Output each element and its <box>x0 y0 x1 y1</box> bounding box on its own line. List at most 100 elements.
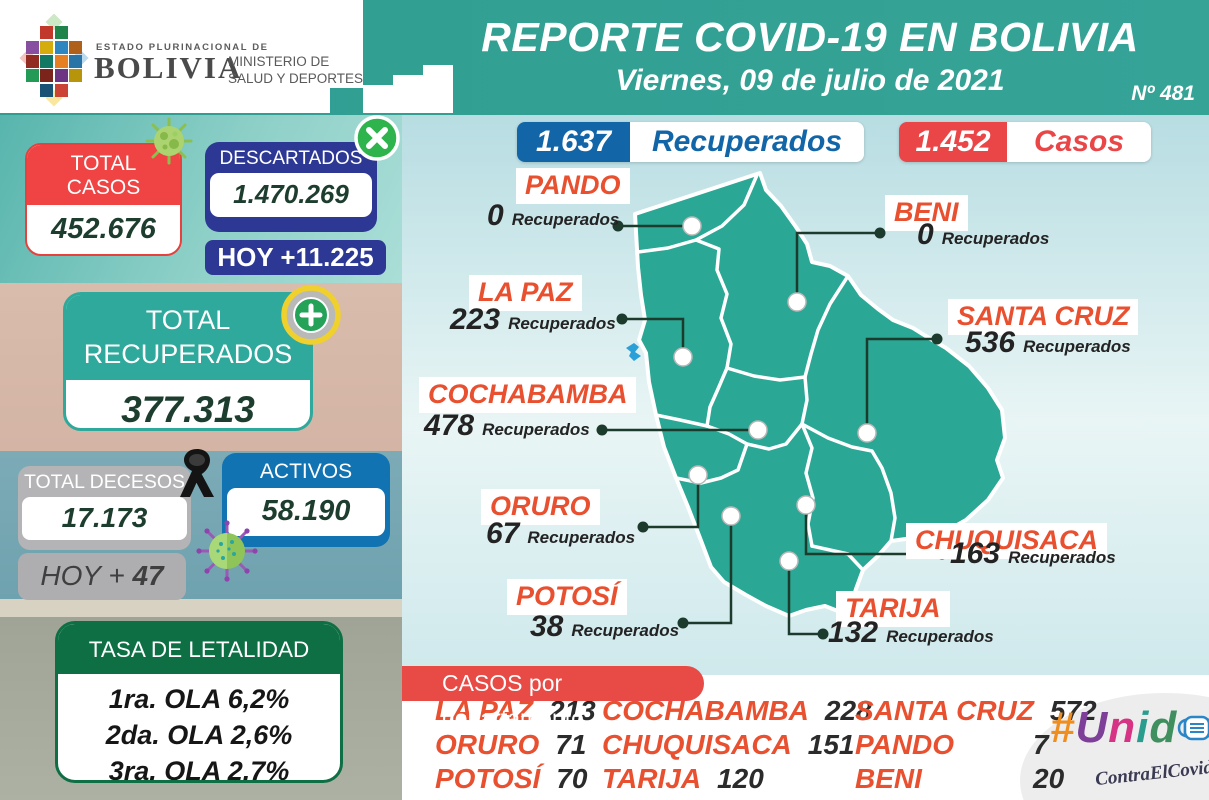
dept-label-beni: BENI <box>885 195 968 231</box>
header-white-step <box>330 0 363 88</box>
dept-number: 132 <box>828 616 879 649</box>
case-dept-value: 120 <box>717 763 764 794</box>
case-row: ORURO 71 <box>435 729 596 763</box>
case-row: PANDO 7 <box>855 729 1097 763</box>
map-area: 1.637 Recuperados 1.452 Casos <box>402 115 1209 675</box>
cases-badge-value: 1.452 <box>899 122 1007 162</box>
case-dept-value: 228 <box>824 695 872 726</box>
descartados-card: DESCARTADOS 1.470.269 <box>205 142 377 232</box>
letalidad-row-3: 3ra. OLA 2,7% <box>108 755 290 783</box>
dept-unit: Recuperados <box>527 528 636 547</box>
dept-unit: Recuperados <box>1023 337 1131 356</box>
bolivia-coat-logo-icon <box>19 14 89 107</box>
dept-unit: Recuperados <box>571 621 680 640</box>
activos-value: 58.190 <box>261 495 351 527</box>
dept-label-chuquisaca: CHUQUISACA <box>906 523 1108 559</box>
dept-unit: Recuperados <box>508 314 616 333</box>
letalidad-row-2: 2da. OLA 2,6% <box>105 719 293 750</box>
dept-number: 67 <box>486 517 520 550</box>
descartados-label: DESCARTADOS <box>219 148 363 169</box>
dept-value-pando: 0 Recuperados <box>487 199 619 233</box>
case-dept-name: POTOSÍ <box>435 763 541 794</box>
callout-dots <box>596 220 948 640</box>
logo-letter: d <box>1149 703 1178 752</box>
letalidad-label: TASA DE LETALIDAD <box>58 624 340 674</box>
dept-label-potosi: POTOSÍ <box>507 579 627 615</box>
plus-circle-icon <box>281 285 341 345</box>
left-band-beige <box>0 599 402 617</box>
dept-unit: Recuperados <box>1008 548 1116 567</box>
total-decesos-card: TOTAL DECESOS 17.173 <box>18 466 191 550</box>
department-markers <box>673 216 877 571</box>
cases-badge-label: Casos <box>1007 122 1151 162</box>
case-dept-name: PANDO <box>855 729 955 760</box>
dept-number: 0 <box>917 218 934 251</box>
descartados-value: 1.470.269 <box>233 179 349 209</box>
dept-value-santa-cruz: 536 Recuperados <box>965 326 1131 360</box>
dept-label-tarija: TARIJA <box>836 591 950 627</box>
recovered-badge-label: Recuperados <box>630 122 864 162</box>
report-date: Viernes, 09 de julio de 2021 <box>615 64 1005 97</box>
case-dept-name: ORURO <box>435 729 540 760</box>
mourning-ribbon-icon <box>180 449 214 497</box>
dept-unit: Recuperados <box>511 210 620 229</box>
header-white-step <box>393 75 423 113</box>
case-dept-value: 71 <box>555 729 587 760</box>
dept-number: 536 <box>965 326 1016 359</box>
header-white-step <box>363 85 393 113</box>
page-title: REPORTE COVID-19 EN BOLIVIA <box>481 14 1139 60</box>
report-number: Nº 481 <box>1131 82 1195 105</box>
dept-label-oruro: ORURO <box>481 489 600 525</box>
case-dept-value: 20 <box>1033 763 1065 794</box>
recovered-badge: 1.637 Recuperados <box>517 122 864 162</box>
dept-unit: Recuperados <box>482 420 590 439</box>
cases-column-3: SANTA CRUZ 572 PANDO 7 BENI 20 <box>855 695 1097 797</box>
case-dept-value: 151 <box>807 729 855 760</box>
dept-label-cochabamba: COCHABAMBA <box>419 377 637 413</box>
header: ESTADO PLURINACIONAL DE BOLIVIA MINISTER… <box>0 0 1209 115</box>
ministerio-text: MINISTERIO DE SALUD Y DEPORTES <box>228 54 364 87</box>
case-dept-value: 572 <box>1049 695 1097 726</box>
decesos-today-pill: HOY + 47 <box>18 553 186 600</box>
letalidad-row-1: 1ra. OLA 6,2% <box>108 684 290 714</box>
dept-value-chuquisaca: 163 Recuperados <box>950 537 1116 571</box>
dept-number: 163 <box>950 537 1001 570</box>
dept-number: 478 <box>424 409 475 442</box>
case-row: BENI 20 <box>855 763 1097 797</box>
case-dept-value: 70 <box>556 763 588 794</box>
decesos-today-prefix: HOY + <box>40 560 133 591</box>
cases-badge: 1.452 Casos <box>899 122 1151 162</box>
total-decesos-label: TOTAL DECESOS <box>23 471 186 493</box>
dept-label-santa-cruz: SANTA CRUZ <box>948 299 1139 335</box>
logo-hash: # <box>1050 703 1076 752</box>
dept-value-potosi: 38 Recuperados <box>530 610 679 644</box>
letalidad-card: TASA DE LETALIDAD 1ra. OLA 6,2% 2da. OLA… <box>55 621 343 783</box>
descartados-today-pill: HOY +11.225 <box>205 240 386 275</box>
estado-plurinacional-text: ESTADO PLURINACIONAL DE <box>96 42 269 53</box>
cases-by-department-title: CASOS por departamento <box>402 666 704 731</box>
unidos-contra-el-covid-logo: #Unids <box>1050 703 1209 753</box>
logo-letter: n <box>1108 703 1137 752</box>
total-recuperados-label: TOTAL RECUPERADOS <box>66 295 310 380</box>
logo-letter: i <box>1136 703 1150 752</box>
decesos-today-value: 47 <box>132 560 164 591</box>
lake-titicaca-icon <box>626 343 641 361</box>
dept-label-la-paz: LA PAZ <box>469 275 582 311</box>
dept-number: 38 <box>530 610 564 643</box>
dept-value-beni: 0 Recuperados <box>917 218 1049 252</box>
dept-value-cochabamba: 478 Recuperados <box>424 409 590 443</box>
bolivia-wordmark: BOLIVIA <box>94 50 243 85</box>
case-row: CHUQUISACA 151 <box>602 729 872 763</box>
total-casos-card: TOTAL CASOS 452.676 <box>25 143 182 256</box>
activos-card: ACTIVOS 58.190 <box>222 453 390 547</box>
total-casos-value: 452.676 <box>51 213 156 246</box>
dept-unit: Recuperados <box>886 627 994 646</box>
case-row: TARIJA 120 <box>602 763 872 797</box>
case-row: SANTA CRUZ 572 <box>855 695 1097 729</box>
discarded-x-icon <box>354 115 400 161</box>
case-dept-value: 7 <box>1033 729 1049 760</box>
face-mask-icon <box>1178 715 1209 741</box>
case-dept-name: TARIJA <box>602 763 702 794</box>
dept-unit: Recuperados <box>941 229 1050 248</box>
